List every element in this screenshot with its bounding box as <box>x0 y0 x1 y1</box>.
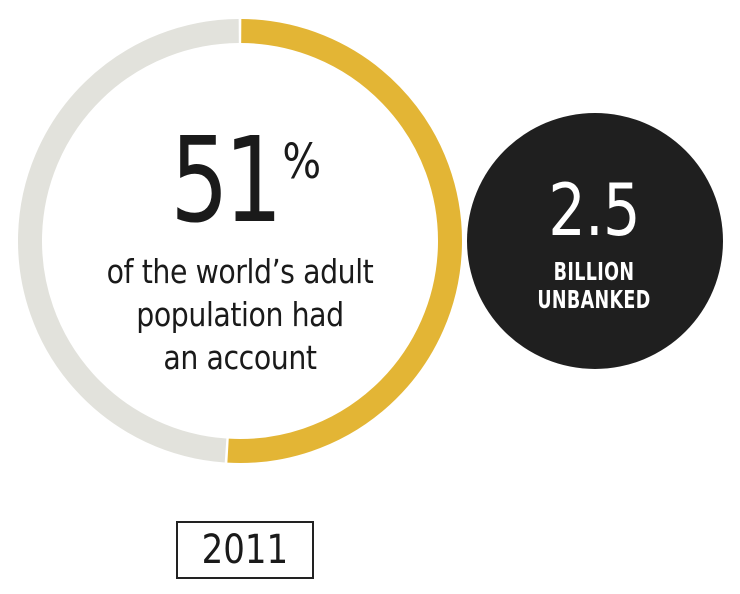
caption-line-3: an account <box>163 338 317 377</box>
caption-line-1: of the world’s adult <box>106 252 374 291</box>
year-label: 2011 <box>201 527 289 573</box>
unbanked-label-line-1: BILLION <box>553 257 635 286</box>
headline-percent-sign: % <box>282 134 322 190</box>
unbanked-circle <box>467 113 723 369</box>
unbanked-label-line-2: UNBANKED <box>537 285 651 314</box>
unbanked-value: 2.5 <box>548 168 640 252</box>
headline-caption: of the world’s adult population had an a… <box>34 250 447 379</box>
unbanked-label: BILLION UNBANKED <box>506 258 682 314</box>
donut-slice-1 <box>227 19 462 463</box>
headline-number: 51 <box>170 111 282 249</box>
headline-percentage: 51% <box>0 120 480 240</box>
donut-slice-2 <box>18 19 239 463</box>
year-badge: 2011 <box>176 521 314 579</box>
caption-line-2: population had <box>136 295 344 334</box>
